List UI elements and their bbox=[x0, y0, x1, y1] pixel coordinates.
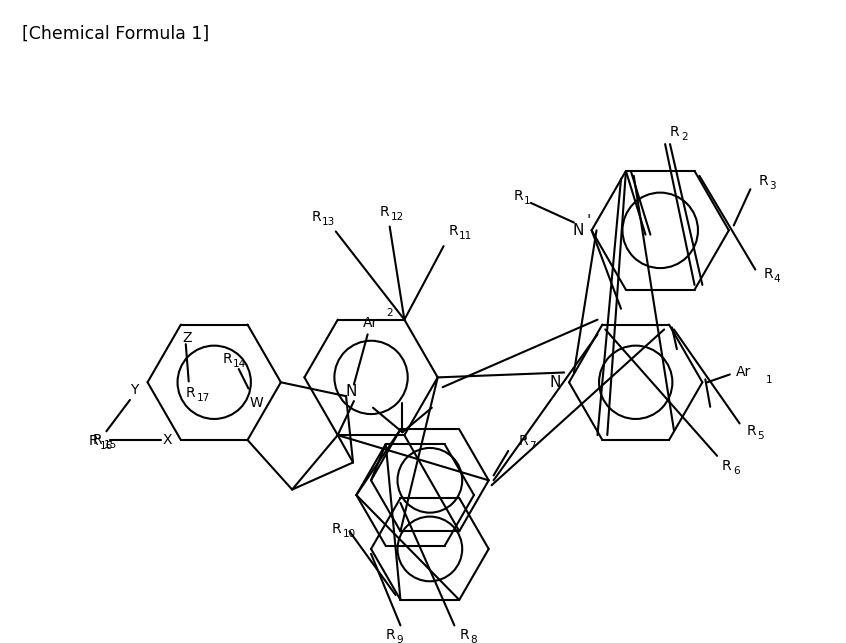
Text: R: R bbox=[222, 352, 232, 367]
Text: R: R bbox=[186, 386, 195, 400]
Text: Ar: Ar bbox=[363, 316, 378, 330]
Text: 10: 10 bbox=[343, 529, 356, 539]
Text: R: R bbox=[332, 522, 342, 536]
Text: N: N bbox=[572, 223, 584, 238]
Text: W: W bbox=[250, 396, 263, 410]
Text: N: N bbox=[550, 375, 561, 390]
Text: [Chemical Formula 1]: [Chemical Formula 1] bbox=[22, 24, 209, 42]
Text: R: R bbox=[670, 125, 679, 140]
Text: X: X bbox=[162, 433, 172, 447]
Text: Ar: Ar bbox=[736, 365, 751, 379]
Text: R: R bbox=[93, 433, 102, 447]
Text: ': ' bbox=[586, 214, 591, 229]
Text: R: R bbox=[758, 174, 768, 188]
Text: R: R bbox=[746, 424, 756, 439]
Text: R: R bbox=[380, 205, 389, 219]
Text: Z: Z bbox=[182, 331, 191, 345]
Text: R: R bbox=[518, 434, 528, 448]
Text: 2: 2 bbox=[681, 132, 688, 142]
Text: 8: 8 bbox=[470, 635, 476, 643]
Text: R: R bbox=[89, 434, 98, 448]
Text: Y: Y bbox=[129, 383, 138, 397]
Text: 2: 2 bbox=[387, 308, 393, 318]
Text: 1: 1 bbox=[524, 196, 530, 206]
Text: R: R bbox=[311, 210, 321, 224]
Text: R: R bbox=[514, 189, 523, 203]
Text: 14: 14 bbox=[233, 359, 246, 369]
Text: 1: 1 bbox=[766, 376, 772, 385]
Text: R: R bbox=[763, 267, 773, 282]
Text: R: R bbox=[722, 458, 732, 473]
Text: 16: 16 bbox=[100, 441, 113, 451]
Text: 17: 17 bbox=[196, 393, 210, 403]
Text: 7: 7 bbox=[529, 441, 536, 451]
Text: 12: 12 bbox=[391, 212, 404, 222]
Text: 9: 9 bbox=[397, 635, 404, 643]
Text: 11: 11 bbox=[459, 231, 473, 241]
Text: 3: 3 bbox=[769, 181, 776, 191]
Text: R: R bbox=[386, 628, 395, 642]
Text: N: N bbox=[345, 384, 357, 399]
Text: R: R bbox=[459, 628, 469, 642]
Text: 4: 4 bbox=[774, 275, 781, 284]
Text: 5: 5 bbox=[757, 431, 764, 441]
Text: 13: 13 bbox=[322, 217, 335, 226]
Text: R: R bbox=[448, 224, 459, 239]
Text: 15: 15 bbox=[103, 440, 117, 450]
Text: 6: 6 bbox=[733, 466, 739, 476]
